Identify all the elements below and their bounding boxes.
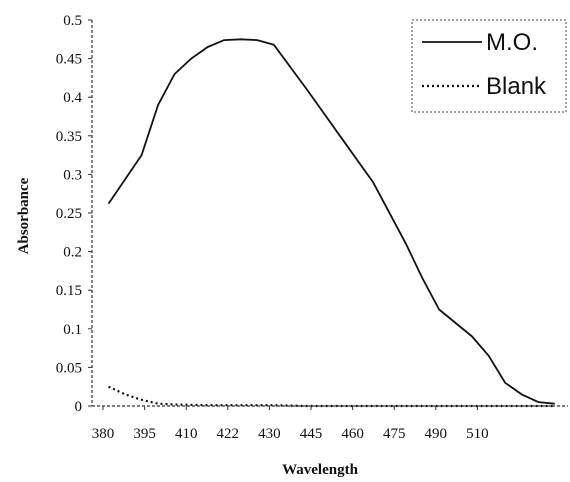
x-tick-label: 422 xyxy=(217,426,240,442)
x-tick-label: 475 xyxy=(383,426,406,442)
y-tick-label: 0.15 xyxy=(56,283,82,299)
legend-box xyxy=(411,19,567,113)
x-tick-label: 430 xyxy=(258,426,281,442)
y-tick-label: 0.2 xyxy=(63,245,82,261)
y-tick-label: 0.35 xyxy=(56,129,82,145)
y-tick-label: 0.4 xyxy=(63,90,82,106)
x-tick-label: 410 xyxy=(175,426,198,442)
x-tick-label: 445 xyxy=(300,426,323,442)
y-tick-label: 0 xyxy=(75,399,83,415)
y-tick-label: 0.3 xyxy=(63,167,82,183)
y-tick-label: 0.45 xyxy=(56,52,82,68)
x-tick-label: 395 xyxy=(133,426,156,442)
legend-label: M.O. xyxy=(486,29,538,56)
x-tick-label: 460 xyxy=(341,426,364,442)
y-tick-label: 0.1 xyxy=(63,322,82,338)
x-tick-label: 510 xyxy=(466,426,489,442)
x-tick-label: 490 xyxy=(425,426,448,442)
y-axis-ticks: 0 0.05 0.1 0.15 0.2 0.25 0.3 0.35 0.4 0.45 0.5 xyxy=(56,13,92,415)
y-tick-label: 0.5 xyxy=(63,13,82,29)
series-line-mo xyxy=(107,38,555,405)
y-tick-label: 0.25 xyxy=(56,206,82,222)
x-axis-ticks: 380 395 410 422 430 445 460 475 490 510 xyxy=(92,406,489,442)
y-axis-title: Absorbance xyxy=(16,177,32,254)
series-line-blank xyxy=(108,385,555,408)
y-tick-label: 0.05 xyxy=(56,360,82,376)
x-tick-label: 380 xyxy=(92,426,115,442)
series-layer xyxy=(107,38,555,408)
legend-label: Blank xyxy=(486,73,547,100)
x-axis-title: Wavelength xyxy=(282,462,358,478)
legend: M.O. Blank xyxy=(411,19,567,113)
